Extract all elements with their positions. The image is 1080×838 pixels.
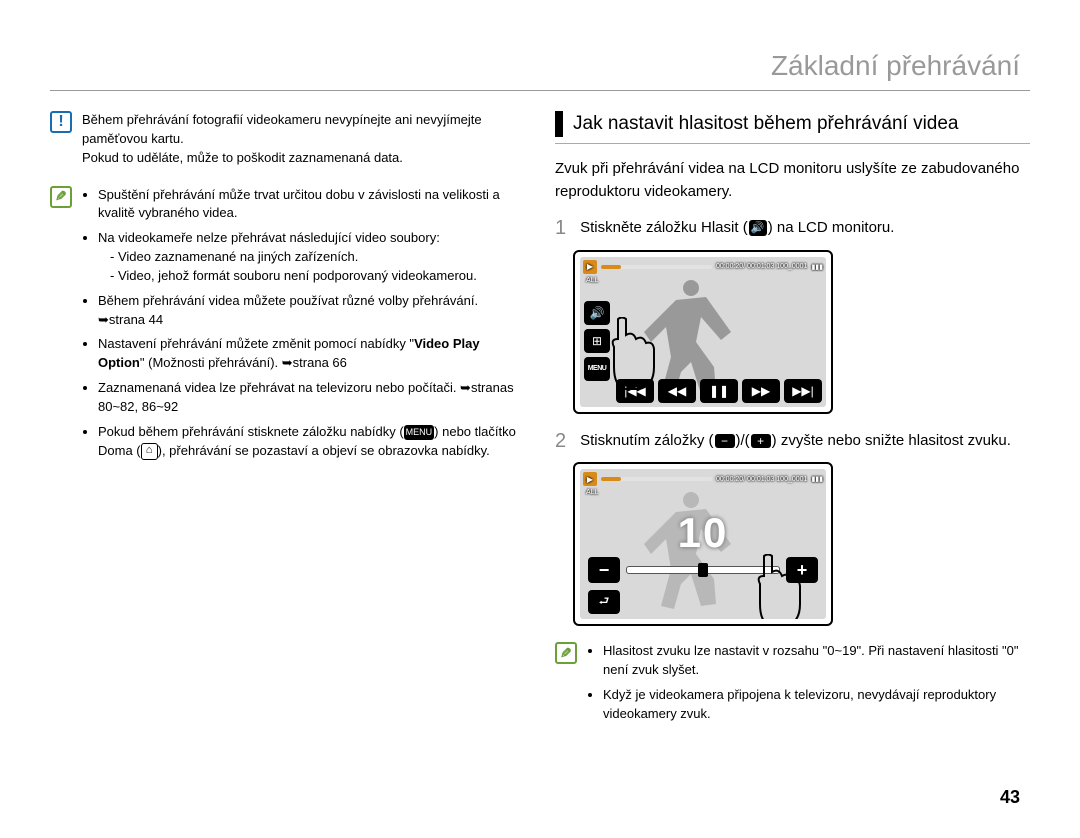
section-intro: Zvuk při přehrávání videa na LCD monitor… [555, 158, 1030, 203]
notes-box: Spuštění přehrávání může trvat určitou d… [50, 186, 525, 467]
title-rule [50, 90, 1030, 91]
left-column: Během přehrávání fotografií videokameru … [50, 111, 525, 747]
lcd-all-label: ALL [586, 277, 598, 284]
footnote-list: Hlasitost zvuku lze nastavit v rozsahu "… [587, 642, 1030, 729]
lcd-screenshot-1: ▶ 00:00:20/ 00:01:03 100_0001 ▮▮▮ ALL 🔊 … [573, 250, 833, 414]
warning-line1: Během přehrávání fotografií videokameru … [82, 112, 482, 146]
warning-icon [50, 111, 72, 133]
lcd-time: 00:00:20/ 00:01:03 100_0001 [716, 476, 807, 483]
plus-icon: + [751, 434, 771, 448]
lcd-screenshot-2: ▶ 00:00:20/ 00:01:03 100_0001 ▮▮▮ ALL 10… [573, 462, 833, 626]
back-row: ⮐ [588, 590, 620, 614]
step-text: Stisknutím záložky (−)/(+) zvyšte nebo s… [580, 430, 1011, 453]
warning-line2: Pokud to uděláte, může to poškodit zazna… [82, 150, 403, 165]
note-item: Na videokameře nelze přehrávat následují… [98, 229, 525, 286]
note-icon [50, 186, 72, 208]
two-column-layout: Během přehrávání fotografií videokameru … [50, 111, 1030, 747]
note-item: Během přehrávání videa můžete používat r… [98, 292, 525, 330]
section-title: Jak nastavit hlasitost během přehrávání … [573, 113, 959, 135]
forward-button[interactable]: ▶▶ [742, 379, 780, 403]
page-number: 43 [50, 787, 1030, 808]
battery-icon: ▮▮▮ [811, 263, 823, 271]
section-bar [555, 111, 563, 137]
step-2: 2 Stisknutím záložky (−)/(+) zvyšte nebo… [555, 430, 1030, 453]
pointing-hand-icon [754, 554, 826, 619]
section-header: Jak nastavit hlasitost během přehrávání … [555, 111, 1030, 137]
step-1: 1 Stiskněte záložku Hlasit (🔊) na LCD mo… [555, 217, 1030, 240]
back-button[interactable]: ⮐ [588, 590, 620, 614]
battery-icon: ▮▮▮ [811, 475, 823, 483]
lcd-topbar: ▶ 00:00:20/ 00:01:03 100_0001 ▮▮▮ [583, 260, 823, 274]
right-column: Jak nastavit hlasitost během přehrávání … [555, 111, 1030, 747]
next-track-button[interactable]: ▶▶| [784, 379, 822, 403]
volume-button[interactable]: 🔊 [584, 301, 610, 325]
home-icon: ⌂ [141, 443, 158, 460]
page-title: Základní přehrávání [50, 50, 1030, 82]
warning-box: Během přehrávání fotografií videokameru … [50, 111, 525, 168]
pointing-hand-icon [608, 317, 688, 407]
footnote-box: Hlasitost zvuku lze nastavit v rozsahu "… [555, 642, 1030, 729]
manual-page: Základní přehrávání Během přehrávání fot… [50, 0, 1030, 838]
note-item: Nastavení přehrávání můžete změnit pomoc… [98, 335, 525, 373]
volume-level-display: 10 [580, 509, 826, 557]
play-indicator-icon: ▶ [583, 260, 597, 274]
lcd-all-label: ALL [586, 489, 598, 496]
lcd-left-buttons: 🔊 ⊞ MENU [584, 301, 610, 381]
play-indicator-icon: ▶ [583, 472, 597, 486]
step-text: Stiskněte záložku Hlasit (🔊) na LCD moni… [580, 217, 894, 240]
volume-icon: 🔊 [749, 220, 767, 236]
section-rule [555, 143, 1030, 144]
note-item: Zaznamenaná videa lze přehrávat na telev… [98, 379, 525, 417]
grid-button[interactable]: ⊞ [584, 329, 610, 353]
menu-button[interactable]: MENU [584, 357, 610, 381]
step-number: 1 [555, 217, 566, 240]
pause-button[interactable]: ❚❚ [700, 379, 738, 403]
notes-list: Spuštění přehrávání může trvat určitou d… [82, 186, 525, 467]
minus-icon: − [715, 434, 735, 448]
note-item: Spuštění přehrávání může trvat určitou d… [98, 186, 525, 224]
footnote-item: Když je videokamera připojena k televizo… [603, 686, 1030, 724]
note-subitem: - Video zaznamenané na jiných zařízeních… [98, 248, 525, 267]
note-subitem: - Video, jehož formát souboru není podpo… [98, 267, 525, 286]
progress-bar [601, 477, 712, 481]
footnote-item: Hlasitost zvuku lze nastavit v rozsahu "… [603, 642, 1030, 680]
menu-icon: MENU [404, 425, 435, 440]
note-item: Pokud během přehrávání stisknete záložku… [98, 423, 525, 461]
progress-bar [601, 265, 712, 269]
step-number: 2 [555, 430, 566, 453]
lcd-topbar: ▶ 00:00:20/ 00:01:03 100_0001 ▮▮▮ [583, 472, 823, 486]
lcd-time: 00:00:20/ 00:01:03 100_0001 [716, 263, 807, 270]
volume-down-button[interactable]: − [588, 557, 620, 583]
warning-text: Během přehrávání fotografií videokameru … [82, 111, 525, 168]
note-icon [555, 642, 577, 664]
